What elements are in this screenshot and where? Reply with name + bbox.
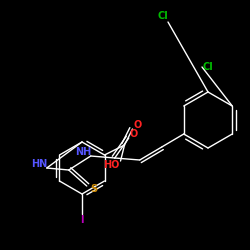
- Text: NH: NH: [75, 147, 91, 157]
- Text: O: O: [130, 129, 138, 139]
- Text: O: O: [134, 120, 142, 130]
- Text: S: S: [90, 184, 97, 194]
- Text: I: I: [80, 215, 84, 225]
- Text: HO: HO: [103, 160, 120, 170]
- Text: Cl: Cl: [158, 11, 168, 21]
- Text: HN: HN: [31, 159, 47, 169]
- Text: Cl: Cl: [202, 62, 213, 72]
